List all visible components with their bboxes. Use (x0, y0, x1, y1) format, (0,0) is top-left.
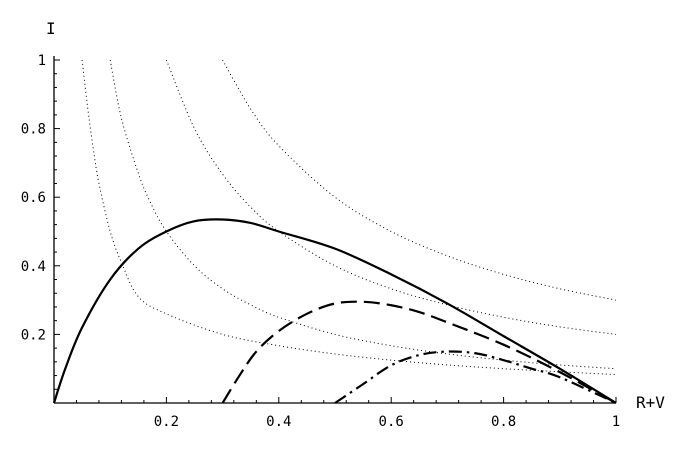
y-axis-label: I (46, 19, 56, 38)
series-dotted-curve-5 (81, 59, 617, 376)
y-tick-label: 0.4 (21, 259, 46, 275)
x-tick-label: 0.6 (379, 414, 404, 430)
x-axis-label: R+V (636, 393, 665, 412)
x-tick-label: 0.8 (491, 414, 516, 430)
x-tick-label: 0.4 (266, 414, 291, 430)
series-dashed-curve-2 (221, 300, 617, 404)
series-dotted-curve-6 (165, 59, 617, 335)
axes-layer (53, 56, 616, 404)
series-solid-curve-1 (52, 218, 617, 404)
x-tick-label: 1 (612, 414, 620, 430)
y-tick-label: 0.2 (21, 327, 46, 343)
y-tick-label: 0.6 (21, 190, 46, 206)
y-tick-label: 1 (38, 53, 46, 69)
curves-layer (52, 59, 617, 405)
ticks-layer: 0.2 0.4 0.6 0.8 1 0.2 0.4 0.6 0.8 1 (21, 53, 621, 430)
y-tick-label: 0.8 (21, 122, 46, 138)
series-dotted-curve-7 (222, 59, 617, 301)
series-dash-dot-curve-3 (334, 350, 617, 405)
x-tick-label: 0.2 (154, 414, 179, 430)
